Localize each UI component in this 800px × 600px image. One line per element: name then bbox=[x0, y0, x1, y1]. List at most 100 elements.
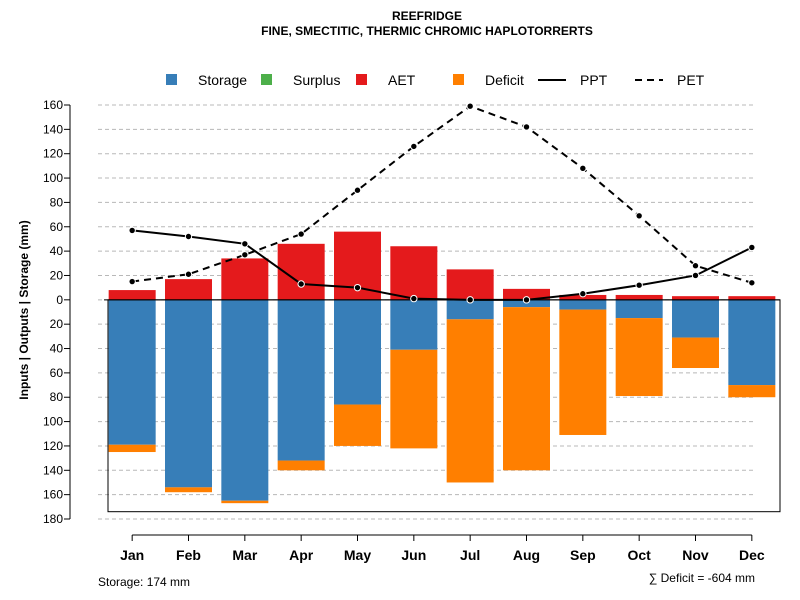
y-tick-label: 20 bbox=[50, 317, 64, 331]
y-tick-label: 120 bbox=[43, 439, 63, 453]
aet-bar bbox=[108, 290, 156, 300]
deficit-bar bbox=[165, 487, 212, 493]
ppt-point bbox=[241, 240, 249, 248]
storage-bar bbox=[615, 299, 663, 319]
y-tick-label: 120 bbox=[43, 147, 63, 161]
y-axis-title: Inputs | Outputs | Storage (mm) bbox=[17, 220, 31, 399]
deficit-bar bbox=[559, 309, 607, 435]
deficit-bar bbox=[277, 460, 325, 471]
deficit-bar bbox=[446, 319, 494, 483]
y-tick-label: 40 bbox=[50, 244, 64, 258]
y-tick-label: 60 bbox=[50, 220, 64, 234]
deficit-bar bbox=[108, 444, 156, 453]
x-tick-label: Nov bbox=[682, 547, 709, 563]
pet-point bbox=[128, 277, 136, 286]
ppt-point bbox=[353, 283, 362, 292]
pet-point bbox=[184, 270, 193, 278]
aet-bar bbox=[390, 246, 438, 300]
legend-label-ppt: PPT bbox=[580, 72, 608, 88]
x-tick-label: Dec bbox=[739, 547, 765, 563]
x-tick-label: Jul bbox=[460, 547, 480, 563]
storage-bar bbox=[334, 299, 381, 405]
pet-point bbox=[748, 279, 756, 287]
y-tick-label: 140 bbox=[43, 463, 63, 477]
x-tick-label: Feb bbox=[176, 547, 201, 563]
ppt-point bbox=[410, 294, 418, 303]
legend-swatch-deficit bbox=[453, 74, 464, 85]
storage-note: Storage: 174 mm bbox=[98, 575, 190, 589]
deficit-bar bbox=[615, 318, 663, 397]
chart-subtitle: FINE, SMECTITIC, THERMIC CHROMIC HAPLOTO… bbox=[261, 24, 593, 38]
ppt-point bbox=[635, 281, 643, 289]
aet-bar bbox=[503, 288, 550, 300]
x-tick-label: Sep bbox=[570, 547, 596, 563]
ppt-line bbox=[132, 229, 753, 301]
bars bbox=[104, 231, 780, 504]
aet-bar bbox=[221, 258, 269, 300]
y-tick-label: 0 bbox=[56, 293, 63, 307]
deficit-bar bbox=[728, 385, 776, 398]
chart-title: REEFRIDGE bbox=[392, 9, 462, 23]
pet-point bbox=[353, 186, 362, 194]
aet-bar bbox=[728, 296, 776, 300]
y-tick-label: 140 bbox=[43, 122, 63, 136]
storage-bar bbox=[165, 299, 212, 488]
deficit-bar bbox=[221, 500, 269, 504]
legend-label-surplus: Surplus bbox=[293, 72, 340, 88]
storage-bar bbox=[221, 299, 269, 501]
y-tick-label: 180 bbox=[43, 512, 63, 526]
deficit-bar bbox=[390, 349, 438, 449]
storage-bar bbox=[390, 299, 438, 350]
ppt-point bbox=[128, 226, 136, 235]
lines bbox=[128, 102, 756, 304]
y-tick-label: 80 bbox=[50, 390, 64, 404]
pet-point bbox=[466, 102, 474, 110]
x-tick-label: May bbox=[344, 547, 371, 563]
y-tick-label: 100 bbox=[43, 415, 63, 429]
ppt-point bbox=[691, 271, 700, 280]
pet-line bbox=[132, 105, 753, 284]
x-tick-label: Aug bbox=[513, 547, 540, 563]
deficit-bar bbox=[334, 404, 381, 446]
legend-label-deficit: Deficit bbox=[485, 72, 524, 88]
aet-bar bbox=[672, 296, 719, 300]
y-axis: 160 140 120 100 80 60 40 20 0 20 40 60 80 100 120 140 16… bbox=[43, 98, 71, 526]
deficit-bar bbox=[503, 307, 550, 471]
x-tick-label: Jan bbox=[120, 547, 144, 563]
storage-bar bbox=[672, 299, 719, 338]
y-tick-label: 40 bbox=[50, 342, 64, 356]
legend-swatch-aet bbox=[356, 74, 367, 85]
deficit-bar bbox=[672, 337, 719, 369]
y-tick-label: 160 bbox=[43, 98, 63, 112]
x-tick-label: Mar bbox=[232, 547, 257, 563]
pet-point bbox=[297, 230, 305, 238]
legend-label-pet: PET bbox=[677, 72, 705, 88]
y-tick-label: 100 bbox=[43, 171, 63, 185]
y-tick-label: 60 bbox=[50, 366, 64, 380]
y-tick-label: 20 bbox=[50, 268, 64, 282]
storage-bar bbox=[559, 299, 607, 310]
x-tick-label: Jun bbox=[401, 547, 426, 563]
y-tick-label: 80 bbox=[50, 195, 64, 209]
ppt-point bbox=[297, 280, 305, 288]
aet-bar bbox=[446, 269, 494, 300]
ppt-point bbox=[466, 296, 474, 304]
aet-bar bbox=[615, 294, 663, 300]
ppt-point bbox=[522, 296, 531, 304]
x-tick-label: Apr bbox=[289, 547, 314, 563]
ppt-point bbox=[184, 232, 193, 241]
deficit-note: ∑ Deficit = -604 mm bbox=[649, 571, 755, 585]
legend: Storage Surplus AET Deficit PPT PET bbox=[166, 72, 705, 88]
storage-bar bbox=[277, 299, 325, 461]
legend-label-aet: AET bbox=[388, 72, 416, 88]
pet-point bbox=[635, 212, 643, 220]
storage-bar bbox=[728, 299, 776, 386]
ppt-point bbox=[748, 243, 756, 252]
pet-point bbox=[579, 164, 587, 173]
storage-bar bbox=[446, 299, 494, 320]
pet-point bbox=[691, 262, 700, 270]
x-tick-label: Oct bbox=[627, 547, 651, 563]
legend-swatch-surplus bbox=[261, 74, 272, 85]
storage-bar bbox=[108, 299, 156, 445]
